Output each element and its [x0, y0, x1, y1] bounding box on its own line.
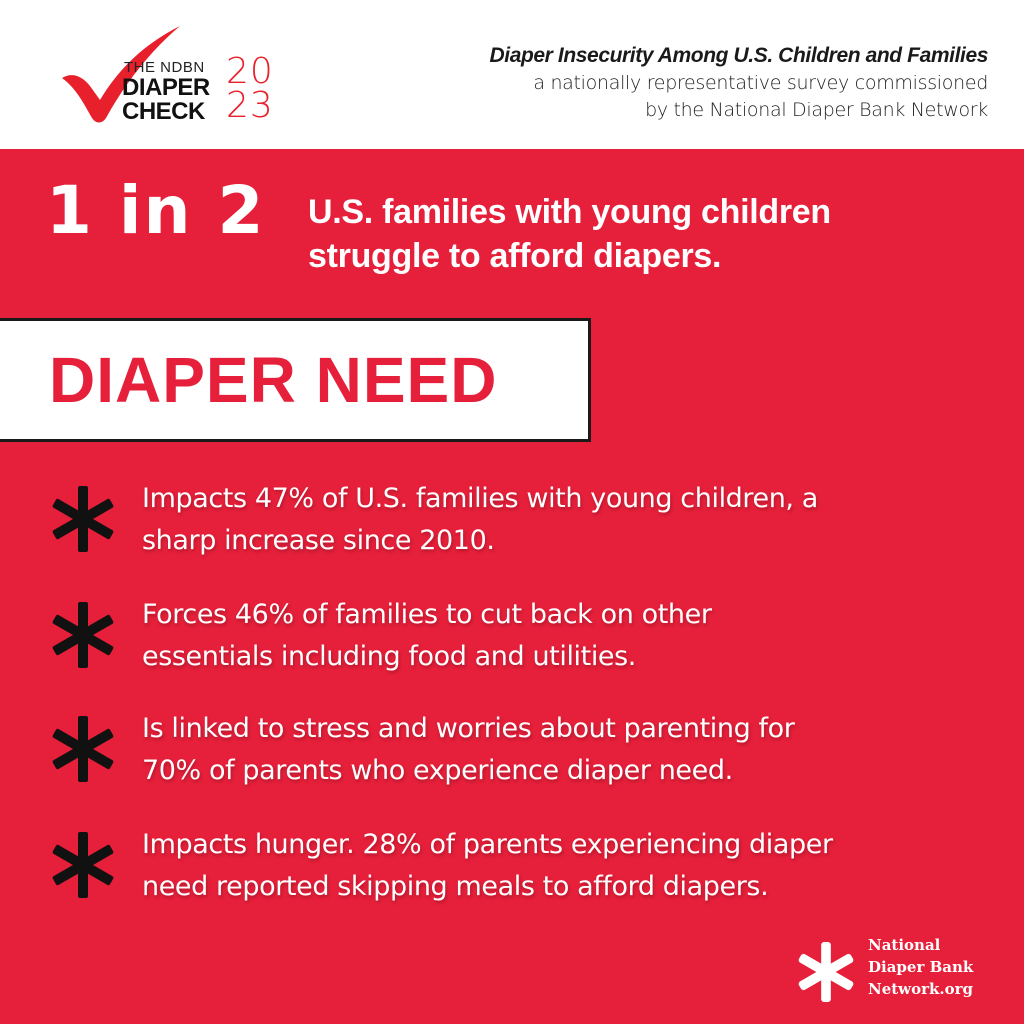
bullet-line: Is linked to stress and worries about pa…: [142, 713, 795, 744]
bullet-line: Impacts hunger. 28% of parents experienc…: [142, 829, 833, 860]
bullet-item: Impacts 47% of U.S. families with young …: [0, 478, 1024, 578]
logo-year-bottom: 23: [226, 85, 274, 126]
bullet-line: essentials including food and utilities.: [142, 641, 636, 672]
logo-check: CHECK: [122, 98, 205, 125]
section-title: DIAPER NEED: [49, 344, 498, 416]
diaper-check-logo: THE NDBN DIAPER CHECK 20 23: [58, 26, 288, 136]
logo-the-ndbn: THE NDBN: [124, 59, 205, 76]
bullet-item: Forces 46% of families to cut back on ot…: [0, 594, 1024, 694]
asterisk-icon: [52, 602, 114, 668]
logo-year-top: 20: [226, 51, 274, 92]
ndbn-line: Diaper Bank: [868, 958, 974, 976]
asterisk-icon: [52, 486, 114, 552]
bullet-line: Forces 46% of families to cut back on ot…: [142, 599, 712, 630]
logo-diaper: DIAPER: [122, 74, 210, 101]
bullet-text: Is linked to stress and worries about pa…: [142, 708, 1002, 792]
main-panel: [0, 149, 1024, 1024]
headline-desc-line2: struggle to afford diapers.: [308, 237, 722, 275]
headline-description: U.S. families with young children strugg…: [308, 190, 831, 278]
survey-info: Diaper Insecurity Among U.S. Children an…: [490, 42, 989, 124]
bullet-text: Impacts 47% of U.S. families with young …: [142, 478, 1002, 562]
survey-subtitle-line1: a nationally representative survey commi…: [533, 72, 988, 94]
header: THE NDBN DIAPER CHECK 20 23 Diaper Insec…: [0, 0, 1024, 149]
checkmark-icon: [62, 26, 180, 123]
bullet-line: Impacts 47% of U.S. families with young …: [142, 483, 818, 514]
ndbn-logo: National Diaper Bank Network.org: [796, 934, 1016, 1006]
bullet-text: Forces 46% of families to cut back on ot…: [142, 594, 1002, 678]
asterisk-icon: [52, 832, 114, 898]
bullet-line: 70% of parents who experience diaper nee…: [142, 755, 733, 786]
asterisk-icon: [798, 942, 854, 1002]
ndbn-name: National Diaper Bank Network.org: [868, 934, 973, 1000]
ndbn-line: Network.org: [868, 980, 974, 998]
bullet-item: Impacts hunger. 28% of parents experienc…: [0, 824, 1024, 924]
section-title-box: DIAPER NEED: [0, 318, 591, 442]
bullet-text: Impacts hunger. 28% of parents experienc…: [142, 824, 1002, 908]
bullet-line: need reported skipping meals to afford d…: [142, 871, 769, 902]
bullet-line: sharp increase since 2010.: [142, 525, 495, 556]
survey-subtitle-line2: by the National Diaper Bank Network: [645, 99, 988, 121]
bullet-item: Is linked to stress and worries about pa…: [0, 708, 1024, 808]
headline-stat: 1 in 2: [46, 172, 266, 249]
asterisk-icon: [52, 716, 114, 782]
ndbn-line: National: [868, 936, 941, 954]
headline-desc-line1: U.S. families with young children: [308, 193, 831, 231]
survey-title: Diaper Insecurity Among U.S. Children an…: [489, 44, 989, 67]
